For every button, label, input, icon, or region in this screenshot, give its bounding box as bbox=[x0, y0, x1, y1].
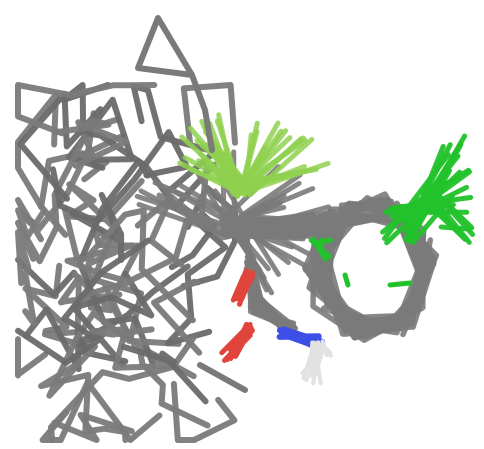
backbone-bond-path bbox=[15, 207, 47, 240]
triangle-stem-path bbox=[189, 72, 215, 153]
bright-green-bond bbox=[342, 272, 351, 288]
backbone-bond-path bbox=[15, 237, 151, 366]
light-green-bond bbox=[241, 135, 306, 190]
backbone-bond-path bbox=[70, 270, 155, 368]
oxygen-bond bbox=[227, 331, 247, 352]
bright-green-substituent-bonds bbox=[308, 133, 476, 288]
hydrogen-bond bbox=[305, 347, 322, 380]
backbone-bond-path bbox=[15, 336, 49, 379]
backbone-bond-path bbox=[180, 82, 238, 146]
backbone-bond-path bbox=[46, 310, 182, 399]
backbone-bond-path bbox=[54, 117, 130, 169]
hydrogen-bond bbox=[320, 342, 332, 355]
backbone-bond-path bbox=[69, 191, 125, 263]
light-green-substituent-bonds bbox=[177, 112, 331, 199]
bridge-bond-path bbox=[297, 220, 323, 234]
backbone-bond-path bbox=[15, 133, 88, 265]
bright-green-bond bbox=[434, 193, 476, 237]
backbone-bond-path bbox=[87, 207, 196, 324]
backbone-bond-path bbox=[51, 411, 135, 443]
backbone-bond-path bbox=[15, 229, 38, 327]
backbone-bond-path bbox=[151, 278, 203, 356]
backbone-bond-path bbox=[170, 380, 238, 443]
bridge-bond-path bbox=[298, 213, 335, 230]
backbone-bond-path bbox=[121, 344, 209, 405]
light-green-bond bbox=[233, 160, 331, 198]
oxygen-bond bbox=[233, 272, 251, 299]
carbon-backbone-bonds bbox=[15, 82, 440, 443]
backbone-bond-path bbox=[15, 82, 158, 137]
bright-green-bond bbox=[436, 202, 472, 245]
nitrogen-bond bbox=[279, 327, 312, 346]
triangle-loop-path bbox=[135, 15, 195, 78]
backbone-bond-path bbox=[71, 263, 191, 348]
bright-green-bond bbox=[387, 280, 413, 288]
oxygen-bond bbox=[240, 273, 256, 299]
heteroatom-bonds bbox=[219, 267, 334, 386]
bright-green-bond bbox=[403, 141, 464, 234]
backbone-bond-path bbox=[39, 379, 163, 443]
backbone-bond-path bbox=[23, 306, 129, 373]
bright-green-bond bbox=[380, 180, 446, 235]
oxygen-bond bbox=[226, 332, 253, 360]
triangle-loop-bonds bbox=[135, 15, 215, 153]
light-green-bond bbox=[207, 120, 236, 187]
backbone-bond-path bbox=[197, 362, 248, 393]
bright-green-bond bbox=[311, 237, 333, 246]
